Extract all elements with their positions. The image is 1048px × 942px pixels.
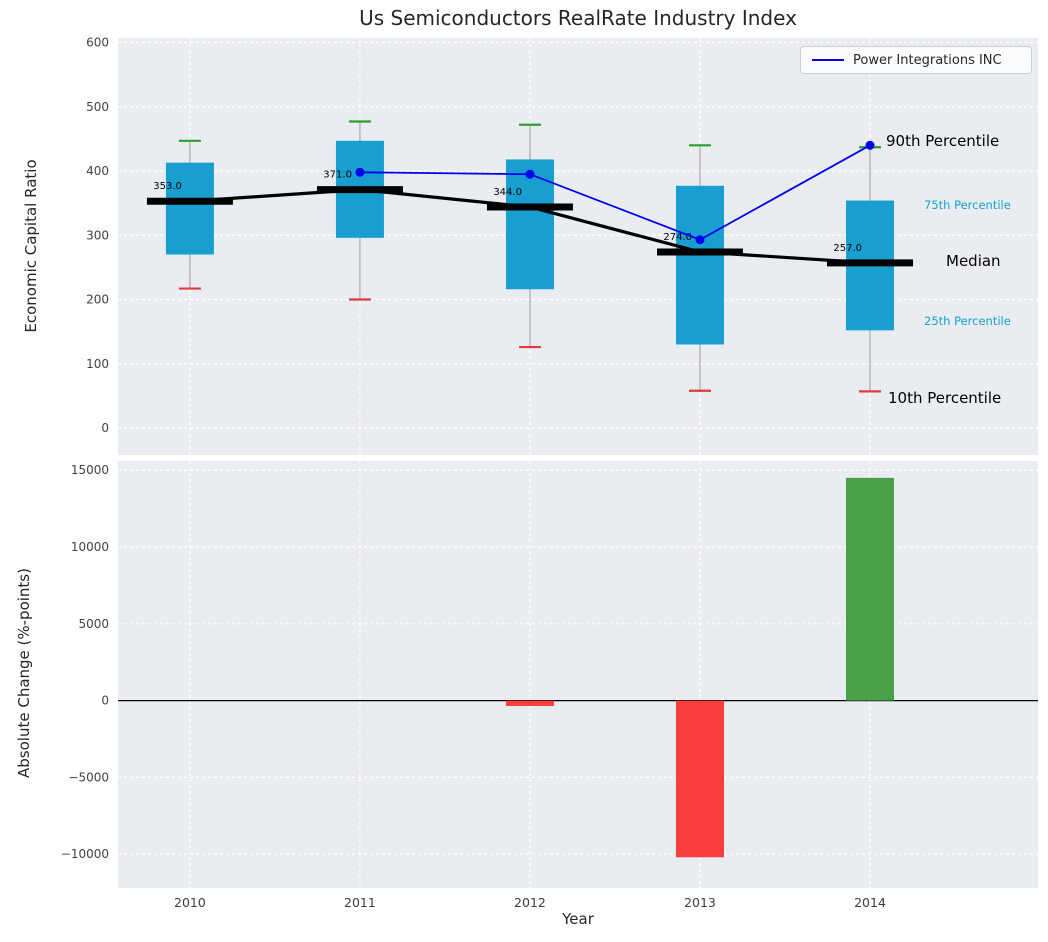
median-value-label: 371.0 [323,170,352,181]
bottom-y-axis-label: Absolute Change (%-points) [15,568,33,778]
annotation-25th-percentile: 25th Percentile [924,314,1011,328]
legend-label: Power Integrations INC [853,52,1002,68]
median-value-label: 257.0 [833,243,862,254]
top-y-tick-label: 200 [86,293,109,307]
top-y-tick-label: 500 [86,100,109,114]
median-value-label: 353.0 [153,181,182,192]
bar-negative-change [505,700,554,706]
annotation-90th-percentile: 90th Percentile [886,132,1000,150]
annotation-10th-percentile: 10th Percentile [888,389,1002,407]
legend-line-sample [812,59,844,61]
bottom-y-tick-label: 5000 [78,617,109,631]
bar-negative-change [675,700,724,858]
x-tick-label: 2013 [684,895,716,910]
annotation-median: Median [946,252,1001,270]
bottom-plot-background [118,461,1038,888]
company-point [695,235,705,245]
iqr-box [675,185,724,345]
bottom-y-tick-label: 10000 [71,540,109,554]
x-tick-label: 2014 [854,895,886,910]
median-value-label: 274.0 [663,232,692,243]
company-point [525,169,535,179]
legend: Power Integrations INC [800,46,1032,74]
bottom-y-tick-label: 15000 [71,463,109,477]
top-y-tick-label: 100 [86,357,109,371]
bottom-y-tick-label: −5000 [68,770,109,784]
bottom-y-tick-label: −10000 [61,847,109,861]
company-line [359,144,871,241]
company-point [865,140,875,150]
annotation-75th-percentile: 75th Percentile [924,198,1011,212]
top-y-axis-label: Economic Capital Ratio [22,159,40,333]
top-y-tick-label: 0 [101,421,109,435]
x-axis-label: Year [562,910,594,928]
iqr-box [165,162,214,255]
x-tick-label: 2012 [514,895,546,910]
top-y-tick-label: 300 [86,228,109,242]
chart-title: Us Semiconductors RealRate Industry Inde… [359,6,797,30]
company-point [355,167,365,177]
x-tick-label: 2010 [174,895,206,910]
top-y-tick-label: 600 [86,35,109,49]
bar-positive-change [846,477,895,701]
bottom-y-tick-label: 0 [101,694,109,708]
x-tick-label: 2011 [344,895,376,910]
median-value-label: 344.0 [493,187,522,198]
iqr-box [505,159,554,290]
top-y-tick-label: 400 [86,164,109,178]
